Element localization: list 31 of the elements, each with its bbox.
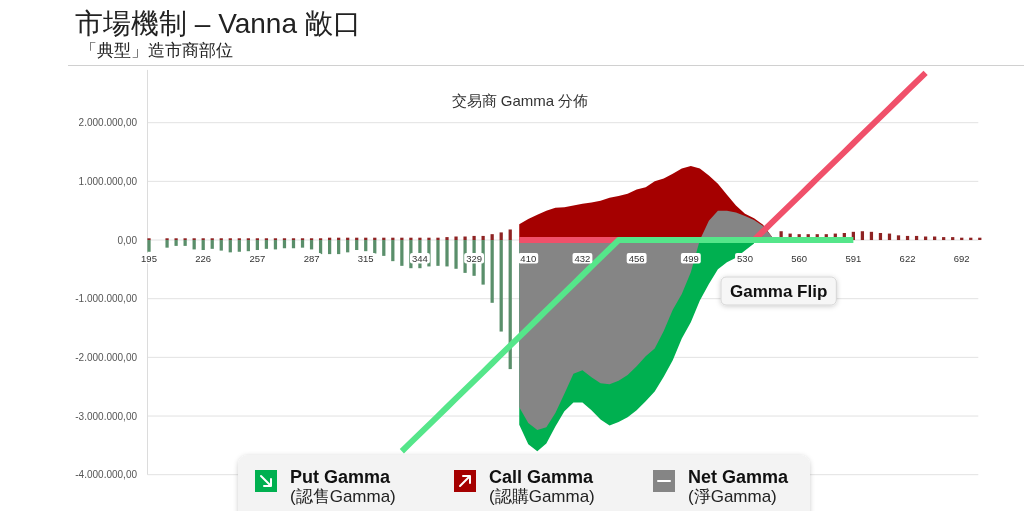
x-tick-label: 257 xyxy=(247,252,268,264)
y-tick-label: -4.000.000,00 xyxy=(75,469,137,481)
x-tick-label: 226 xyxy=(193,252,214,264)
x-tick-label: 692 xyxy=(951,252,972,264)
x-tick-label: 591 xyxy=(843,252,864,264)
x-tick-label: 499 xyxy=(680,252,701,264)
legend-label: Put Gamma (認售Gamma) xyxy=(290,467,396,506)
x-tick-label: 329 xyxy=(464,252,485,264)
annotation: Gamma Flip xyxy=(730,282,828,301)
x-tick-label: 530 xyxy=(735,252,755,264)
x-tick-label: 344 xyxy=(410,252,430,264)
x-tick-label: 195 xyxy=(139,252,159,264)
x-tick-label: 456 xyxy=(626,252,647,264)
y-tick-label: -2.000.000,00 xyxy=(75,351,137,363)
x-tick-label: 410 xyxy=(518,252,539,264)
x-tick-label: 622 xyxy=(897,252,918,264)
y-tick-label: -3.000.000,00 xyxy=(75,410,137,422)
x-tick-label: 287 xyxy=(301,252,322,264)
chart-subtitle: 「典型」造市商部位 xyxy=(80,41,233,60)
x-tick-label: 315 xyxy=(355,252,376,264)
x-tick-label: 560 xyxy=(789,252,810,264)
y-tick-label: 2.000.000,00 xyxy=(78,117,137,129)
y-tick-label: 0,00 xyxy=(117,234,137,246)
legend-label: Net Gamma (淨Gamma) xyxy=(688,467,789,506)
annotation: Gamma Flip xyxy=(720,276,837,306)
legend-label: Call Gamma (認購Gamma) xyxy=(489,467,595,506)
chart-title: 市場機制 – Vanna 敞口 xyxy=(75,8,361,39)
y-tick-label: 1.000.000,00 xyxy=(78,175,137,187)
x-tick-label: 432 xyxy=(572,252,593,264)
y-tick-label: -1.000.000,00 xyxy=(75,293,137,305)
annotation: 交易商 Gamma 分佈 xyxy=(451,92,589,109)
